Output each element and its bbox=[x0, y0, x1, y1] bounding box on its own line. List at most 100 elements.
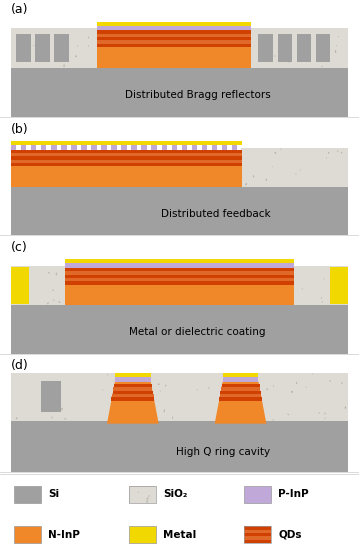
Bar bbox=[223, 377, 258, 382]
Bar bbox=[71, 145, 76, 150]
Ellipse shape bbox=[323, 278, 325, 280]
Ellipse shape bbox=[160, 391, 161, 392]
Ellipse shape bbox=[78, 286, 80, 288]
Text: N-InP: N-InP bbox=[48, 530, 80, 540]
Ellipse shape bbox=[18, 271, 19, 272]
Text: High Q ring cavity: High Q ring cavity bbox=[176, 447, 270, 457]
Bar bbox=[11, 156, 242, 160]
Ellipse shape bbox=[341, 382, 342, 384]
Bar bbox=[121, 145, 127, 150]
Text: (b): (b) bbox=[11, 123, 28, 136]
Ellipse shape bbox=[47, 302, 49, 305]
Bar bbox=[65, 278, 294, 281]
Bar bbox=[54, 34, 69, 62]
Text: QDs: QDs bbox=[278, 530, 302, 540]
Ellipse shape bbox=[75, 55, 77, 57]
Bar bbox=[97, 30, 251, 33]
Bar bbox=[11, 153, 242, 156]
Bar bbox=[129, 486, 156, 503]
Ellipse shape bbox=[52, 290, 54, 291]
Ellipse shape bbox=[197, 389, 198, 390]
Bar bbox=[11, 141, 242, 145]
Bar bbox=[97, 40, 251, 44]
Bar bbox=[278, 34, 292, 62]
Bar bbox=[111, 397, 154, 401]
Ellipse shape bbox=[138, 492, 139, 493]
Ellipse shape bbox=[330, 380, 331, 382]
Text: Si: Si bbox=[48, 489, 60, 499]
Ellipse shape bbox=[206, 271, 208, 273]
Bar bbox=[81, 145, 87, 150]
Bar bbox=[221, 387, 260, 391]
Bar bbox=[11, 187, 348, 235]
Bar bbox=[65, 275, 294, 278]
Ellipse shape bbox=[61, 408, 63, 410]
Bar bbox=[97, 44, 251, 47]
Bar bbox=[41, 145, 46, 150]
Ellipse shape bbox=[152, 297, 153, 299]
Bar bbox=[97, 33, 251, 37]
Bar bbox=[11, 150, 242, 153]
Text: P-InP: P-InP bbox=[278, 489, 309, 499]
Ellipse shape bbox=[328, 152, 330, 153]
Bar bbox=[131, 145, 137, 150]
Ellipse shape bbox=[256, 377, 257, 379]
Ellipse shape bbox=[27, 55, 28, 56]
Text: Metal: Metal bbox=[163, 530, 197, 540]
Bar bbox=[51, 145, 56, 150]
Ellipse shape bbox=[335, 50, 336, 53]
Ellipse shape bbox=[278, 296, 279, 299]
Bar bbox=[244, 533, 271, 536]
Ellipse shape bbox=[168, 45, 169, 47]
Ellipse shape bbox=[337, 151, 338, 152]
Ellipse shape bbox=[302, 288, 303, 289]
Ellipse shape bbox=[164, 410, 165, 412]
Ellipse shape bbox=[322, 301, 323, 302]
Ellipse shape bbox=[146, 500, 148, 503]
Bar bbox=[172, 145, 177, 150]
Bar bbox=[16, 34, 31, 62]
Ellipse shape bbox=[108, 268, 109, 272]
Bar bbox=[222, 145, 227, 150]
Text: (d): (d) bbox=[11, 359, 28, 372]
Ellipse shape bbox=[146, 498, 148, 499]
Bar bbox=[14, 486, 41, 503]
Ellipse shape bbox=[272, 419, 274, 421]
Ellipse shape bbox=[319, 412, 320, 413]
Ellipse shape bbox=[288, 60, 290, 62]
Ellipse shape bbox=[272, 42, 273, 44]
Ellipse shape bbox=[197, 297, 199, 300]
Ellipse shape bbox=[233, 292, 234, 294]
Ellipse shape bbox=[148, 495, 150, 497]
Ellipse shape bbox=[331, 298, 332, 300]
Bar bbox=[11, 145, 16, 150]
Bar bbox=[11, 305, 348, 354]
Bar bbox=[11, 266, 348, 305]
Ellipse shape bbox=[335, 301, 336, 303]
Ellipse shape bbox=[251, 295, 252, 296]
Bar bbox=[65, 281, 294, 285]
Ellipse shape bbox=[321, 66, 323, 67]
Ellipse shape bbox=[326, 157, 327, 159]
Ellipse shape bbox=[227, 36, 228, 39]
Ellipse shape bbox=[20, 292, 22, 295]
Ellipse shape bbox=[312, 373, 313, 374]
Ellipse shape bbox=[275, 152, 276, 153]
Ellipse shape bbox=[48, 272, 50, 273]
Ellipse shape bbox=[245, 54, 246, 56]
Ellipse shape bbox=[134, 415, 135, 417]
Ellipse shape bbox=[259, 275, 260, 278]
Bar bbox=[41, 381, 61, 412]
Bar bbox=[115, 373, 151, 377]
Bar bbox=[244, 536, 271, 540]
Ellipse shape bbox=[150, 289, 151, 291]
Ellipse shape bbox=[102, 389, 103, 391]
Ellipse shape bbox=[197, 49, 198, 51]
Bar bbox=[35, 34, 50, 62]
Ellipse shape bbox=[181, 287, 182, 289]
Ellipse shape bbox=[246, 183, 247, 185]
Ellipse shape bbox=[336, 45, 337, 46]
Bar bbox=[113, 391, 153, 394]
Ellipse shape bbox=[280, 288, 282, 291]
Ellipse shape bbox=[288, 413, 289, 415]
